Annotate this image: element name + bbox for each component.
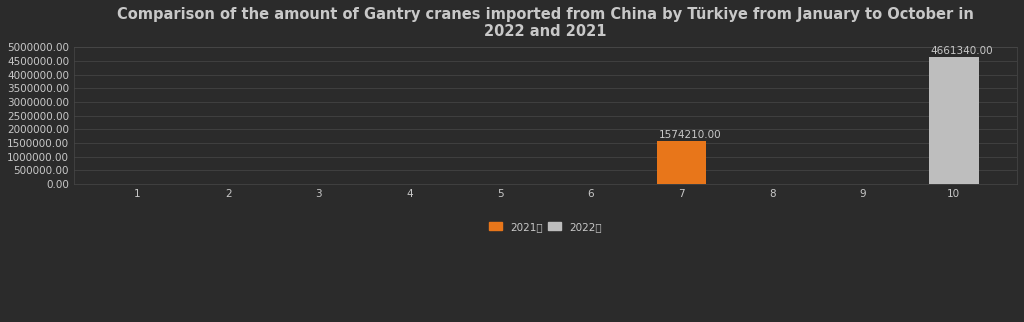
Legend: 2021年, 2022年: 2021年, 2022年 xyxy=(485,218,606,236)
Text: 1574210.00: 1574210.00 xyxy=(658,130,721,140)
Bar xyxy=(929,57,979,184)
Title: Comparison of the amount of Gantry cranes imported from China by Türkiye from Ja: Comparison of the amount of Gantry crane… xyxy=(117,7,974,39)
Bar xyxy=(656,141,707,184)
Text: 4661340.00: 4661340.00 xyxy=(931,46,993,56)
